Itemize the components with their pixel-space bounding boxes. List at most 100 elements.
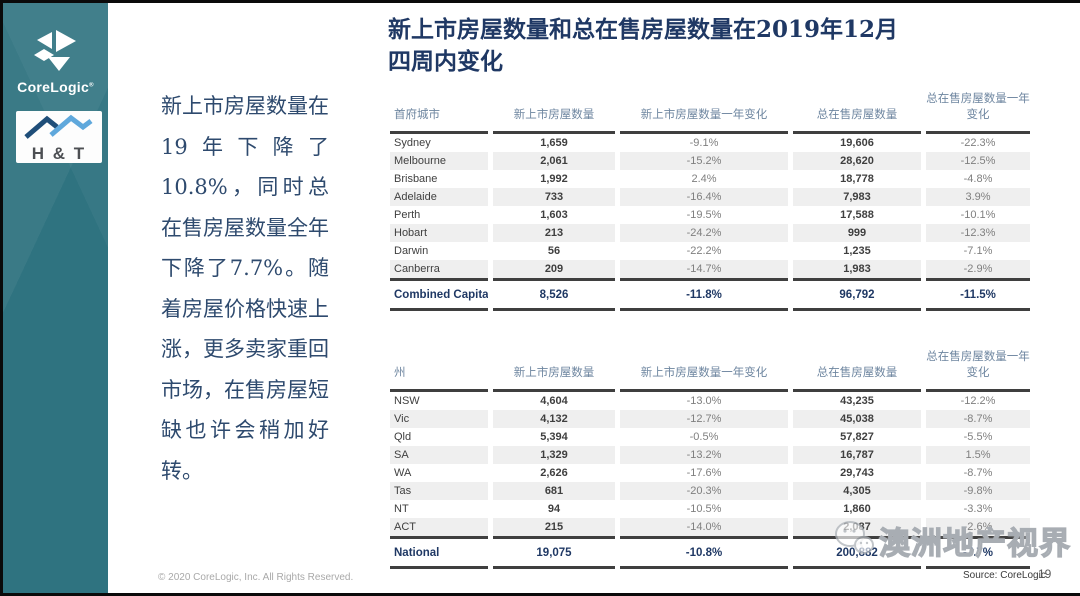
column-header: 总在售房屋数量 (793, 348, 921, 392)
bottom-border (0, 593, 1080, 596)
cell-value: -9.8% (926, 482, 1030, 500)
capitals-table: 首府城市 新上市房屋数量 新上市房屋数量一年变化 总在售房屋数量 总在售房屋数量… (385, 90, 1035, 311)
row-label: Vic (390, 410, 488, 428)
cell-value: 45,038 (793, 410, 921, 428)
cell-value: 56 (547, 245, 561, 257)
cell-value: 94 (547, 503, 561, 515)
capitals-header-row: 首府城市 新上市房屋数量 新上市房屋数量一年变化 总在售房屋数量 总在售房屋数量… (390, 90, 1030, 134)
page-title-line2: 四周内变化 (388, 48, 503, 75)
row-label: Brisbane (394, 173, 438, 185)
cell-value: -12.7% (620, 410, 788, 428)
cell-value: 5,394 (540, 431, 568, 443)
cell-value: -14.7% (620, 260, 788, 278)
cell-value: 999 (793, 224, 921, 242)
cell-value: 681 (493, 482, 615, 500)
capitals-total-row: Combined Capitals 8,526 -11.8% 96,792 -1… (390, 278, 1030, 311)
cell-value: 209 (493, 260, 615, 278)
cell-value: -7.1% (963, 245, 993, 257)
total-value: 8,526 (493, 278, 615, 311)
column-header: 州 (390, 348, 488, 392)
top-border (0, 0, 1080, 3)
cell-value: 1.5% (926, 446, 1030, 464)
cell-value: 213 (493, 224, 615, 242)
cell-value: -17.6% (686, 467, 722, 479)
table-row: Darwin 56 -22.2% 1,235 -7.1% (390, 242, 1030, 260)
row-label: Perth (394, 209, 421, 221)
cell-value: -20.3% (620, 482, 788, 500)
total-value: 96,792 (793, 278, 921, 311)
column-header: 新上市房屋数量 (493, 90, 615, 134)
ht-logo: H & T (16, 111, 102, 163)
ht-logo-label: H & T (31, 144, 87, 163)
row-label: Darwin (394, 245, 429, 257)
column-header: 总在售房屋数量 (793, 90, 921, 134)
cell-value: -13.0% (686, 395, 722, 407)
cell-value: -24.2% (620, 224, 788, 242)
column-header: 新上市房屋数量一年变化 (620, 90, 788, 134)
row-label: NT (394, 503, 409, 515)
cell-value: -12.3% (926, 224, 1030, 242)
sidebar: CoreLogic® H & T (3, 3, 108, 593)
total-value: 200,882 (793, 536, 921, 569)
cell-value: 19,606 (840, 137, 874, 149)
cell-value: -19.5% (686, 209, 722, 221)
table-row: Melbourne 2,061 -15.2% 28,620 -12.5% (390, 152, 1030, 170)
row-label: Tas (390, 482, 488, 500)
total-label: Combined Capitals (390, 278, 488, 311)
total-value: -11.8% (620, 278, 788, 311)
corelogic-cube-icon (3, 29, 108, 73)
cell-value: 43,235 (840, 395, 874, 407)
cell-value: -8.7% (926, 410, 1030, 428)
left-border (0, 0, 3, 596)
table-row: NT 94 -10.5% 1,860 -3.3% (390, 500, 1030, 518)
table-row: Vic 4,132 -12.7% 45,038 -8.7% (390, 410, 1030, 428)
cell-value: -12.2% (960, 395, 996, 407)
states-total-row: National 19,075 -10.8% 200,882 -7.7% (390, 536, 1030, 569)
row-label: SA (390, 446, 488, 464)
total-value: -10.8% (620, 536, 788, 569)
column-header: 新上市房屋数量 (493, 348, 615, 392)
row-label: WA (394, 467, 412, 479)
table-row: Qld 5,394 -0.5% 57,827 -5.5% (390, 428, 1030, 446)
page-title-line1: 新上市房屋数量和总在售房屋数量在2019年12月 (388, 16, 899, 43)
cell-value: 28,620 (793, 152, 921, 170)
cell-value: -14.0% (620, 518, 788, 536)
states-header-row: 州 新上市房屋数量 新上市房屋数量一年变化 总在售房屋数量 总在售房屋数量一年变… (390, 348, 1030, 392)
cell-value: -3.3% (963, 503, 993, 515)
row-label: Canberra (390, 260, 488, 278)
cell-value: 1,659 (540, 137, 568, 149)
cell-value: 17,588 (840, 209, 874, 221)
cell-value: 2,626 (540, 467, 568, 479)
cell-value: 4,132 (493, 410, 615, 428)
cell-value: 16,787 (793, 446, 921, 464)
table-row: SA 1,329 -13.2% 16,787 1.5% (390, 446, 1030, 464)
cell-value: -12.5% (926, 152, 1030, 170)
cell-value: 3.9% (926, 188, 1030, 206)
cell-value: 1,329 (493, 446, 615, 464)
column-header: 总在售房屋数量一年变化 (926, 348, 1030, 392)
table-row: Hobart 213 -24.2% 999 -12.3% (390, 224, 1030, 242)
table-row: Brisbane 1,992 2.4% 18,778 -4.8% (390, 170, 1030, 188)
page-number: 19 (1038, 567, 1052, 581)
cell-value: -2.9% (926, 260, 1030, 278)
cell-value: 215 (493, 518, 615, 536)
table-row: Sydney 1,659 -9.1% 19,606 -22.3% (390, 134, 1030, 152)
source-note: Source: CoreLogic (963, 570, 1046, 581)
cell-value: 57,827 (840, 431, 874, 443)
table-row: WA 2,626 -17.6% 29,743 -8.7% (390, 464, 1030, 482)
cell-value: 7,983 (793, 188, 921, 206)
cell-value: 18,778 (840, 173, 874, 185)
total-value: -7.7% (926, 536, 1030, 569)
row-label: Melbourne (390, 152, 488, 170)
total-label: National (390, 536, 488, 569)
table-row: NSW 4,604 -13.0% 43,235 -12.2% (390, 392, 1030, 410)
cell-value: 1,603 (540, 209, 568, 221)
row-label: Sydney (394, 137, 431, 149)
cell-value: -9.1% (689, 137, 719, 149)
cell-value: -5.5% (963, 431, 993, 443)
cell-value: 29,743 (840, 467, 874, 479)
corelogic-logo: CoreLogic® (3, 29, 108, 95)
row-label: ACT (390, 518, 488, 536)
column-header: 总在售房屋数量一年变化 (926, 90, 1030, 134)
